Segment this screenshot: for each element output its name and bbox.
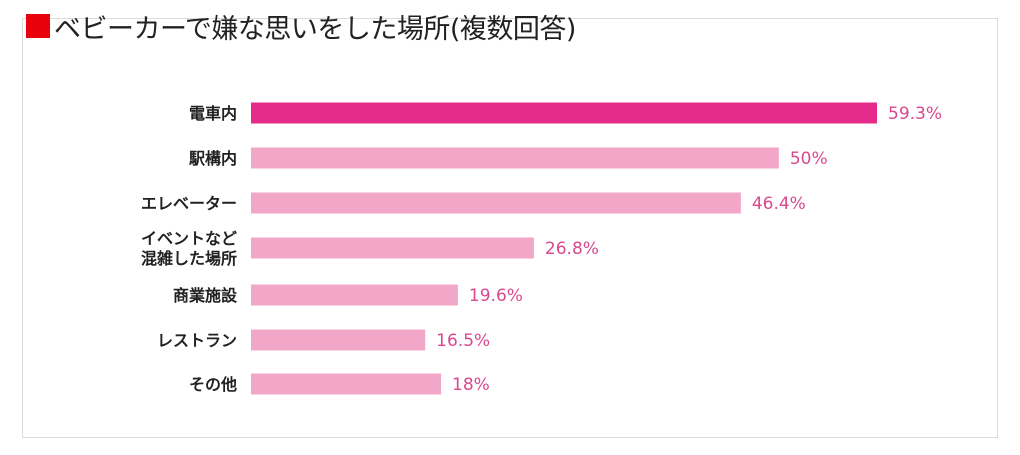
chart-title: ベビーカーで嫌な思いをした場所(複数回答): [26, 6, 576, 46]
value-label-2: 50%: [790, 149, 828, 169]
category-label-5: 商業施設: [173, 286, 238, 305]
bar-6: [251, 329, 426, 351]
category-label-7: その他: [189, 375, 237, 394]
bar-2: [251, 147, 779, 169]
value-label-6: 16.5%: [436, 331, 490, 351]
bar-5: [251, 284, 458, 306]
category-label-3: エレベーター: [141, 194, 237, 213]
value-label-4: 26.8%: [545, 239, 599, 259]
category-label-4-line-1: イベントなど: [141, 229, 237, 248]
value-label-3: 46.4%: [752, 194, 806, 214]
category-label-4-line-2: 混雑した場所: [141, 249, 237, 268]
category-label-1: 電車内: [189, 104, 237, 123]
category-label-2: 駅構内: [188, 149, 237, 168]
value-label-1: 59.3%: [888, 104, 942, 124]
value-label-5: 19.6%: [469, 286, 523, 306]
value-label-7: 18%: [452, 375, 490, 395]
chart-frame: [22, 18, 998, 438]
bar-7: [251, 373, 442, 395]
bar-1: [251, 102, 877, 124]
category-label-6: レストラン: [157, 331, 237, 350]
bar-4: [251, 237, 534, 259]
chart-title-text: ベビーカーで嫌な思いをした場所(複数回答): [54, 13, 576, 45]
bar-3: [251, 192, 741, 214]
title-marker-icon: [26, 14, 50, 38]
